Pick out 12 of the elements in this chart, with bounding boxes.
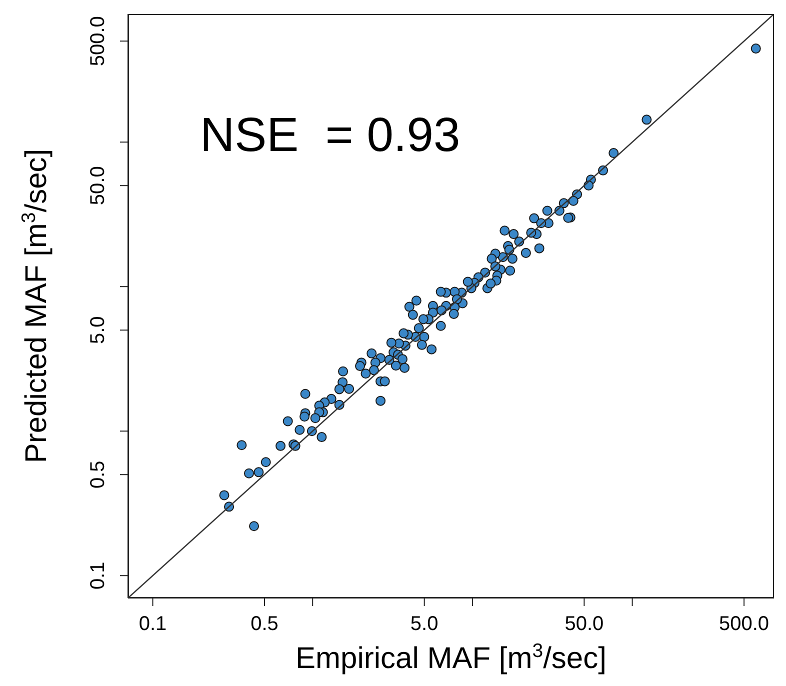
x-tick-label: 5.0 (410, 613, 438, 635)
x-tick-label: 500.0 (718, 613, 770, 635)
y-tick-label: 5.0 (87, 316, 109, 344)
x-axis-title: Empirical MAF [m$^{3}$/sec] (296, 640, 606, 675)
y-tick-label: 500.0 (87, 16, 109, 66)
x-tick-label: 50.0 (564, 613, 604, 635)
x-tick-label: 0.5 (250, 613, 278, 635)
y-tick-label: 50.0 (87, 166, 109, 206)
y-tick-label: 0.5 (87, 460, 109, 489)
x-tick-label: 0.1 (138, 613, 167, 635)
y-tick-label: 0.1 (87, 562, 109, 590)
annotation: NSE = 0.93 (200, 108, 460, 163)
